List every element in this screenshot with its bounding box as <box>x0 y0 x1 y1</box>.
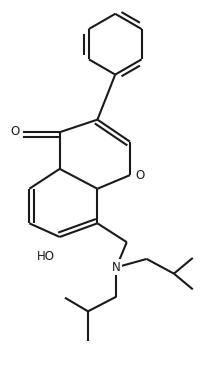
Text: N: N <box>112 261 121 274</box>
Text: O: O <box>135 169 144 182</box>
Text: HO: HO <box>37 250 55 263</box>
Text: O: O <box>10 125 19 138</box>
